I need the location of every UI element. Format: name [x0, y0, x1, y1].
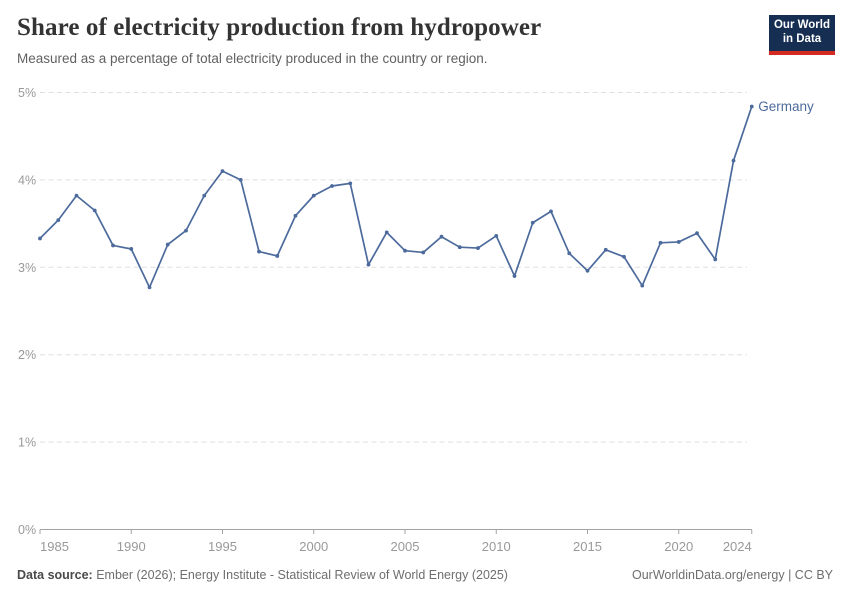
x-axis-label: 2015 — [573, 539, 602, 554]
data-point[interactable] — [74, 193, 79, 198]
data-point[interactable] — [184, 228, 188, 233]
x-axis-label: 2010 — [482, 539, 511, 554]
data-point[interactable] — [56, 218, 61, 223]
data-point[interactable] — [676, 240, 681, 244]
owid-credit-link[interactable]: OurWorldinData.org/energy | CC BY — [631, 568, 833, 582]
x-axis-label: 2024 — [723, 539, 752, 554]
data-source-text: Ember (2026); Energy Institute - Statist… — [96, 568, 508, 582]
data-point[interactable] — [731, 158, 736, 163]
data-point[interactable] — [713, 257, 718, 262]
data-point[interactable] — [311, 193, 316, 198]
data-point[interactable] — [129, 247, 134, 251]
owid-logo-line2: in Data — [782, 32, 822, 45]
owid-logo[interactable]: Our World in Data — [769, 15, 835, 55]
data-point[interactable] — [658, 240, 663, 245]
data-point[interactable] — [640, 283, 645, 288]
x-axis-label: 1990 — [117, 539, 146, 554]
data-point[interactable] — [202, 193, 207, 198]
chart-subtitle: Measured as a percentage of total electr… — [17, 51, 488, 66]
x-axis-label: 1995 — [208, 539, 237, 554]
data-point[interactable] — [348, 181, 353, 186]
data-point[interactable] — [403, 248, 407, 253]
data-source-note: Data source: Ember (2026); Energy Instit… — [17, 568, 508, 582]
data-line-germany[interactable] — [39, 105, 753, 289]
data-point[interactable] — [549, 209, 553, 214]
owid-logo-line1: Our World — [773, 19, 830, 31]
data-source-label: Data source: — [17, 568, 93, 582]
data-point[interactable] — [366, 262, 371, 267]
data-point[interactable] — [749, 104, 754, 109]
y-axis-label: 2% — [18, 348, 36, 362]
data-point[interactable] — [439, 234, 444, 239]
x-axis-label: 2005 — [391, 539, 420, 554]
data-point[interactable] — [695, 231, 699, 236]
data-point[interactable] — [421, 250, 426, 255]
y-axis-label: 5% — [18, 86, 36, 100]
data-point[interactable] — [457, 245, 462, 250]
data-point[interactable] — [476, 246, 480, 250]
y-axis-label: 1% — [18, 436, 36, 450]
data-point[interactable] — [38, 236, 42, 241]
y-axis-label: 3% — [18, 261, 36, 275]
data-point[interactable] — [275, 254, 280, 258]
data-point[interactable] — [585, 268, 590, 273]
data-point[interactable] — [567, 251, 572, 256]
data-point[interactable] — [147, 285, 152, 290]
data-point[interactable] — [384, 230, 389, 235]
data-point[interactable] — [238, 178, 243, 182]
data-point[interactable] — [330, 184, 334, 188]
data-point[interactable] — [293, 213, 298, 218]
data-point[interactable] — [622, 254, 626, 259]
data-point[interactable] — [92, 208, 97, 213]
x-axis-label: 2000 — [299, 539, 328, 554]
data-point[interactable] — [165, 242, 170, 247]
x-axis-label: 2020 — [664, 539, 693, 554]
data-point[interactable] — [494, 233, 499, 238]
x-axis-label: 1985 — [40, 539, 69, 554]
chart-footer: Data source: Ember (2026); Energy Instit… — [17, 568, 833, 582]
y-axis-label: 0% — [18, 523, 36, 537]
data-point[interactable] — [512, 274, 517, 278]
page-title: Share of electricity production from hyd… — [17, 14, 542, 41]
data-point[interactable] — [111, 243, 115, 248]
y-axis-label: 4% — [18, 173, 36, 187]
data-point[interactable] — [220, 169, 225, 174]
data-point[interactable] — [603, 247, 608, 252]
data-point[interactable] — [257, 249, 261, 254]
data-point[interactable] — [530, 220, 535, 225]
series-label-germany: Germany — [758, 99, 814, 114]
